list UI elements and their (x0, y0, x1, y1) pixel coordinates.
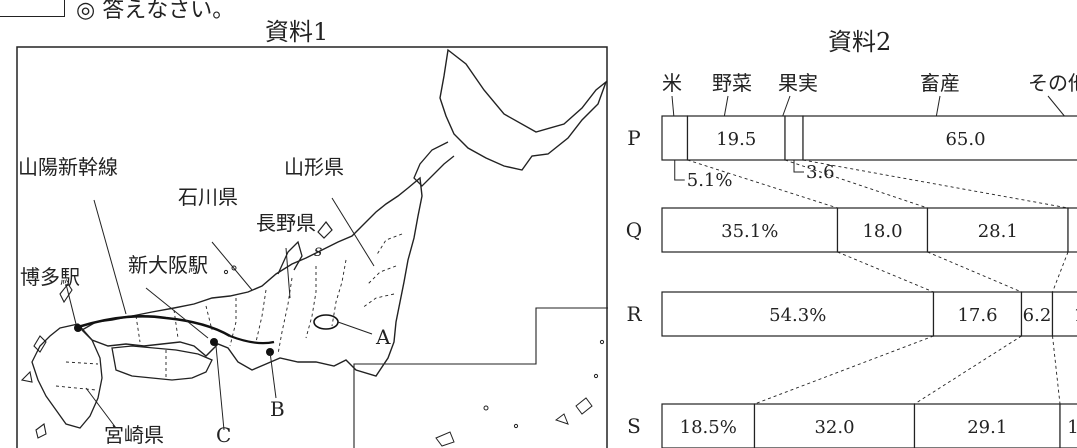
label-yamagata: 山形県 (284, 155, 344, 179)
label-miyazaki: 宮崎県 (104, 423, 164, 447)
bar-segment-Q-1 (836, 207, 929, 253)
honshu-shape (80, 176, 423, 377)
bar-value-label-Q-0: 35.1% (721, 221, 778, 242)
callout-fruit-p: 3.6 (806, 162, 835, 183)
connector-line (784, 159, 928, 209)
label-ishikawa: 石川県 (178, 185, 238, 209)
bar-value-label-S-3: 10.9 (1067, 417, 1077, 438)
leader-lines (65, 197, 375, 431)
bar-value-label-S-2: 29.1 (967, 417, 1007, 438)
bar-value-label-Q-2: 28.1 (978, 221, 1018, 242)
prefecture-borders (55, 233, 403, 391)
hakata-station-dot (74, 324, 82, 332)
island-icon (33, 335, 47, 353)
callout-line-fruit (793, 160, 804, 173)
figure1-title: 資料1 (265, 18, 329, 46)
tokaido-line (229, 334, 275, 345)
oki-island (231, 265, 237, 271)
bar-segment-Q-3 (1067, 207, 1077, 253)
row-label-S: S (627, 414, 641, 438)
bar-segment-R-1 (932, 291, 1023, 337)
island-icon (20, 370, 33, 383)
shikoku-shape (111, 345, 213, 381)
connector-line (837, 251, 934, 293)
connector-line (754, 335, 934, 405)
oki-island (223, 269, 229, 275)
callout-line-rice (674, 160, 685, 181)
hokkaido-shape (439, 48, 608, 171)
connector-line (802, 159, 1069, 209)
noto-peninsula (277, 240, 303, 275)
bar-value-label-R-0: 54.3% (769, 305, 826, 326)
legend-other: その他 (1028, 71, 1077, 95)
bar-segment-P-0 (661, 115, 689, 161)
bar-segment-Q-0 (661, 207, 839, 253)
label-nagano: 長野県 (256, 211, 316, 235)
label-c: C (216, 423, 231, 447)
bar-segment-Q-2 (926, 207, 1069, 253)
bar-value-label-P-3: 65.0 (945, 129, 985, 150)
bar-segment-R-0 (661, 291, 935, 337)
okinawa-islands (435, 339, 605, 447)
label-a: A (375, 325, 391, 349)
connector-line (1052, 335, 1061, 405)
connector-line (687, 159, 838, 209)
question-number-box (0, 0, 65, 17)
bar-segment-R-3 (1051, 291, 1077, 337)
bar-value-label-S-0: 18.5% (680, 417, 737, 438)
connector-line (1052, 251, 1069, 293)
island-icon (35, 423, 47, 439)
row-label-R: R (626, 302, 642, 326)
label-sanyo-shinkansen: 山陽新幹線 (18, 155, 118, 179)
bar-segment-P-1 (686, 115, 786, 161)
map-frame (16, 46, 608, 448)
connector-line (927, 251, 1022, 293)
legend-rice: 米 (662, 71, 682, 95)
bar-segment-P-2 (784, 115, 804, 161)
label-shin-osaka: 新大阪駅 (128, 253, 208, 277)
legend-vegetables: 野菜 (712, 71, 752, 95)
sado-glyph: s (314, 241, 322, 260)
row-label-Q: Q (626, 218, 642, 242)
bar-value-label-R-2: 6.2 (1023, 305, 1052, 326)
bar-value-label-P-1: 19.5 (716, 129, 756, 150)
bar-segment-S-2 (913, 403, 1061, 448)
sado-island (317, 221, 333, 239)
label-hakata: 博多駅 (20, 265, 80, 289)
legend-leaders (671, 95, 1067, 119)
okinawa-inset-frame (353, 307, 608, 448)
legend-fruit: 果実 (778, 71, 818, 95)
bar-value-label-Q-1: 18.0 (862, 221, 902, 242)
connector-line (914, 335, 1022, 405)
bar-value-label-S-1: 32.0 (814, 417, 854, 438)
shin-osaka-station-dot (210, 338, 218, 346)
oshima-peninsula (413, 141, 455, 187)
bar-segment-P-3 (802, 115, 1077, 161)
point-a-ellipse (313, 314, 339, 330)
japan-map: s (16, 46, 608, 448)
bar-segment-S-3 (1059, 403, 1077, 448)
figure2-title: 資料2 (828, 28, 892, 56)
callout-rice-p: 5.1% (687, 170, 733, 191)
tsushima-island (59, 283, 73, 304)
intro-text: ◎ 答えなさい。 (76, 0, 235, 23)
bar-value-label-R-3: 16.5 (1074, 305, 1077, 326)
legend-livestock: 畜産 (920, 71, 960, 95)
sanyo-shinkansen-line (77, 314, 231, 338)
row-label-P: P (627, 126, 640, 150)
bar-value-label-R-1: 17.6 (957, 305, 997, 326)
bar-segment-S-1 (753, 403, 916, 448)
stacked-bar-chart: 米 野菜 果実 畜産 その他 P19.565.06.8Q35.1%18.028.… (626, 71, 1077, 448)
kyushu-shape (31, 323, 103, 429)
label-b: B (270, 397, 285, 421)
